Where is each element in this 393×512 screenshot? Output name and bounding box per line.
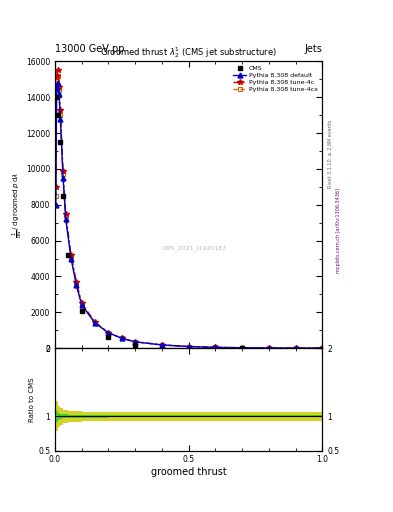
Text: Rivet 3.1.10, ≥ 2.8M events: Rivet 3.1.10, ≥ 2.8M events — [328, 119, 333, 188]
Y-axis label: $\frac{1}{\mathrm{d}N}\,/\,\mathrm{d}\,\mathrm{groomed}\,p\,\mathrm{d}\lambda$: $\frac{1}{\mathrm{d}N}\,/\,\mathrm{d}\,\… — [10, 172, 24, 238]
Text: Jets: Jets — [305, 44, 322, 54]
Text: 13000 GeV pp: 13000 GeV pp — [55, 44, 125, 54]
Legend: CMS, Pythia 8.308 default, Pythia 8.308 tune-4c, Pythia 8.308 tune-4cx: CMS, Pythia 8.308 default, Pythia 8.308 … — [231, 65, 319, 93]
Text: mcplots.cern.ch [arXiv:1306.3436]: mcplots.cern.ch [arXiv:1306.3436] — [336, 188, 341, 273]
Title: Groomed thrust $\lambda_2^1$ (CMS jet substructure): Groomed thrust $\lambda_2^1$ (CMS jet su… — [100, 46, 277, 60]
Text: CMS_2021_I1920187: CMS_2021_I1920187 — [162, 245, 226, 251]
Y-axis label: Ratio to CMS: Ratio to CMS — [29, 377, 35, 421]
X-axis label: groomed thrust: groomed thrust — [151, 467, 226, 477]
